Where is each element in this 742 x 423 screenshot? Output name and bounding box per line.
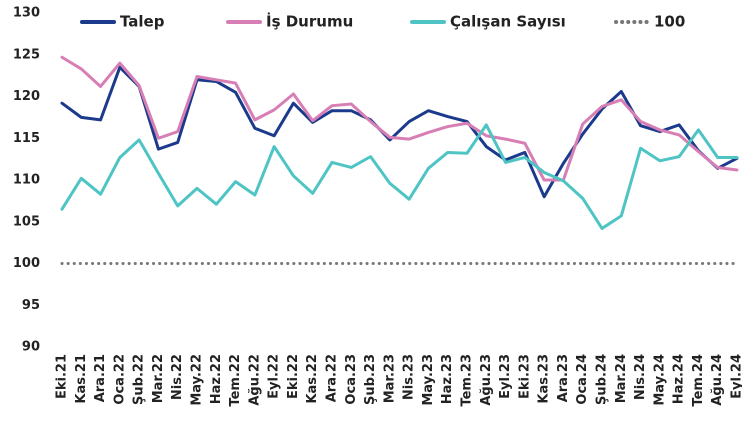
x-tick-label: Şub.22 [132, 354, 147, 405]
x-tick-label: Ağu.23 [479, 354, 494, 406]
x-tick-label: Mar.22 [151, 354, 166, 403]
y-tick-label: 115 [13, 131, 40, 146]
x-tick-label: Tem.22 [228, 354, 243, 407]
y-tick-label: 90 [22, 340, 40, 355]
y-tick-label: 120 [13, 89, 40, 104]
x-tick-label: Haz.23 [440, 354, 455, 404]
series-line [60, 123, 739, 230]
x-tick-label: Oca.23 [344, 354, 359, 405]
x-tick-label: Şub.24 [595, 354, 610, 405]
y-tick-label: 95 [22, 298, 40, 313]
x-tick-label: Ağu.22 [247, 354, 262, 406]
x-tick-label: Oca.22 [112, 354, 127, 405]
x-tick-label: Eyl.22 [267, 354, 282, 399]
x-tick-label: Mar.23 [382, 354, 397, 403]
legend-label: 100 [654, 13, 685, 31]
x-tick-label: Eki.21 [55, 354, 70, 399]
x-tick-label: Eki.22 [286, 354, 301, 399]
x-tick-label: Haz.22 [209, 354, 224, 404]
y-tick-label: 130 [13, 6, 40, 21]
legend-label: Çalışan Sayısı [450, 13, 566, 31]
x-tick-label: Kas.21 [74, 354, 89, 404]
y-tick-label: 125 [13, 47, 40, 62]
x-tick-label: Haz.24 [672, 354, 687, 404]
x-tick-label: May.24 [652, 354, 667, 406]
x-tick-label: Nis.23 [402, 354, 417, 400]
series-line [60, 65, 739, 199]
x-tick-label: Oca.24 [575, 354, 590, 405]
y-tick-label: 110 [13, 173, 40, 188]
x-tick-label: Ara.21 [93, 354, 108, 402]
legend-label: Talep [120, 13, 165, 31]
x-tick-label: Şub.23 [363, 354, 378, 405]
x-tick-label: Eyl.23 [498, 354, 513, 399]
x-tick-label: Kas.22 [305, 354, 320, 404]
legend-label: İş Durumu [266, 12, 353, 31]
x-tick-label: Nis.24 [633, 354, 648, 400]
series-line [60, 55, 739, 182]
x-tick-label: Tem.24 [691, 354, 706, 407]
x-tick-label: Eyl.24 [730, 354, 742, 399]
x-tick-label: Kas.23 [537, 354, 552, 404]
x-tick-label: Ara.23 [556, 354, 571, 402]
x-tick-label: Tem.23 [460, 354, 475, 407]
y-tick-label: 105 [13, 214, 40, 229]
x-tick-label: Ara.22 [325, 354, 340, 402]
x-tick-label: Ağu.24 [710, 354, 725, 406]
x-tick-label: Eki.23 [517, 354, 532, 399]
x-tick-label: Nis.22 [170, 354, 185, 400]
y-tick-label: 100 [13, 256, 40, 271]
x-tick-label: May.23 [421, 354, 436, 406]
x-tick-label: Mar.24 [614, 354, 629, 403]
x-tick-label: May.22 [190, 354, 205, 406]
